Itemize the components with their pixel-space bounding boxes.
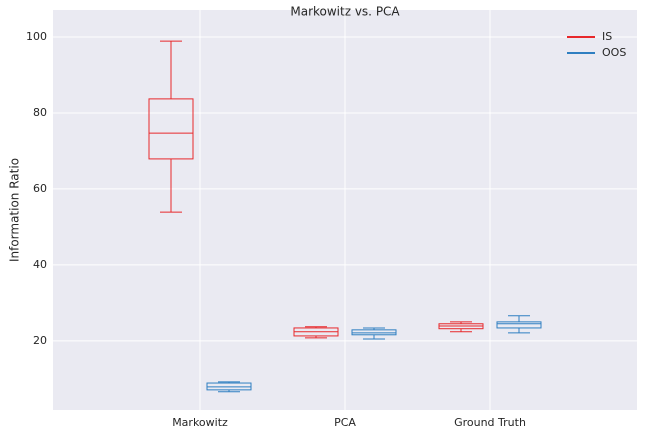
box (351, 329, 397, 336)
legend-label: IS (602, 30, 612, 43)
box (148, 98, 194, 160)
box (496, 321, 542, 329)
x-tick-label: Markowitz (172, 416, 228, 429)
y-tick-label: 40 (33, 258, 47, 271)
y-tick-label: 80 (33, 106, 47, 119)
y-axis-label: Information Ratio (8, 158, 22, 262)
x-tick-label: PCA (334, 416, 356, 429)
x-tick-label: Ground Truth (454, 416, 526, 429)
legend-label: OOS (602, 46, 626, 59)
y-tick-label: 100 (26, 30, 47, 43)
y-tick-label: 60 (33, 182, 47, 195)
y-tick-label: 20 (33, 334, 47, 347)
